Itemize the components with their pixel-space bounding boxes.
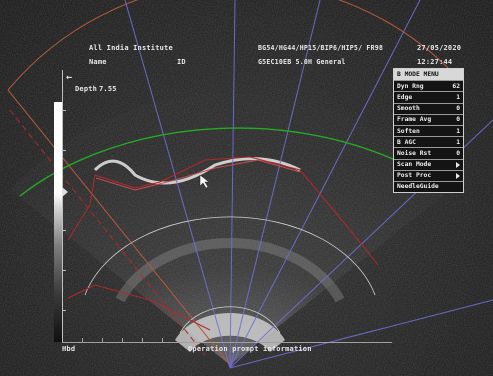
menu-item-label: Noise Rst [397, 149, 432, 157]
menu-item-label: Soften [397, 127, 420, 135]
b-mode-menu: B MODE MENU Dyn Rng 62 Edge 1 Smooth 0 F… [393, 68, 464, 194]
mode-label: Hbd [62, 345, 76, 353]
menu-item-post-proc[interactable]: Post Proc [394, 169, 463, 181]
menu-item-value: 1 [456, 127, 460, 135]
probe-info: G5EC10EB 5.0H General [258, 58, 346, 66]
bottom-scale [62, 342, 392, 343]
menu-item-label: NeedleGuide [397, 183, 439, 191]
needle-guide-zone [67, 156, 379, 266]
menu-item-b-agc[interactable]: B AGC 1 [394, 136, 463, 147]
menu-item-dyn-rng[interactable]: Dyn Rng 62 [394, 80, 463, 91]
outer-sector-arc [7, 0, 456, 91]
depth-value: 7.55 [99, 85, 117, 93]
menu-item-soften[interactable]: Soften 1 [394, 124, 463, 136]
bottom-tick [142, 338, 143, 342]
menu-item-value: 62 [452, 82, 460, 90]
menu-item-label: Dyn Rng [397, 82, 424, 90]
chevron-right-icon [456, 161, 460, 168]
menu-item-value: 0 [456, 116, 460, 124]
institution-name: All India Institute [89, 44, 173, 52]
menu-item-value: 0 [456, 105, 460, 113]
menu-item-label: Smooth [397, 105, 420, 113]
menu-item-label: Edge [397, 93, 413, 101]
bottom-tick [82, 338, 83, 342]
back-arrow-icon[interactable]: ← [66, 72, 73, 83]
depth-scale [62, 70, 63, 342]
menu-item-value: 1 [456, 93, 460, 101]
menu-item-label: Post Proc [397, 172, 432, 180]
depth-tick [62, 310, 66, 311]
menu-item-frame-avg[interactable]: Frame Avg 0 [394, 113, 463, 125]
depth-tick [62, 230, 66, 231]
depth-tick [62, 150, 66, 151]
focus-arc [19, 127, 396, 197]
menu-item-noise-rst[interactable]: Noise Rst 0 [394, 147, 463, 158]
chevron-right-icon [456, 172, 460, 179]
menu-title: B MODE MENU [394, 69, 463, 81]
needle-dashed-line [9, 109, 206, 356]
echo-line [93, 157, 301, 185]
depth-tick [62, 270, 66, 271]
menu-item-edge[interactable]: Edge 1 [394, 91, 463, 102]
depth-tick [62, 110, 66, 111]
bottom-tick [122, 338, 123, 342]
time-display: 12:27:44 [417, 58, 453, 66]
menu-item-value: 0 [456, 149, 460, 157]
menu-item-label: Frame Avg [397, 116, 432, 124]
focus-marker-icon[interactable] [62, 187, 68, 197]
bottom-tick [102, 338, 103, 342]
menu-item-label: B AGC [397, 138, 416, 146]
patient-id-label: ID [177, 58, 186, 66]
depth-label: Depth [75, 85, 98, 93]
imaging-settings: BG54/HG44/HP15/BIP6/HIP5/ FR98 [258, 44, 384, 52]
menu-item-value: 1 [456, 138, 460, 146]
bottom-tick [162, 338, 163, 342]
date-display: 27/05/2020 [417, 44, 462, 52]
grayscale-bar [54, 102, 62, 342]
depth-arc [84, 216, 376, 296]
patient-name-label: Name [89, 58, 107, 66]
arrow-cursor-icon [199, 174, 210, 189]
menu-item-needle-guide[interactable]: NeedleGuide [394, 180, 463, 192]
operation-prompt: Operation prompt information [188, 345, 312, 353]
menu-item-label: Scan Mode [397, 161, 432, 169]
menu-item-smooth[interactable]: Smooth 0 [394, 102, 463, 114]
menu-item-scan-mode[interactable]: Scan Mode [394, 158, 463, 170]
